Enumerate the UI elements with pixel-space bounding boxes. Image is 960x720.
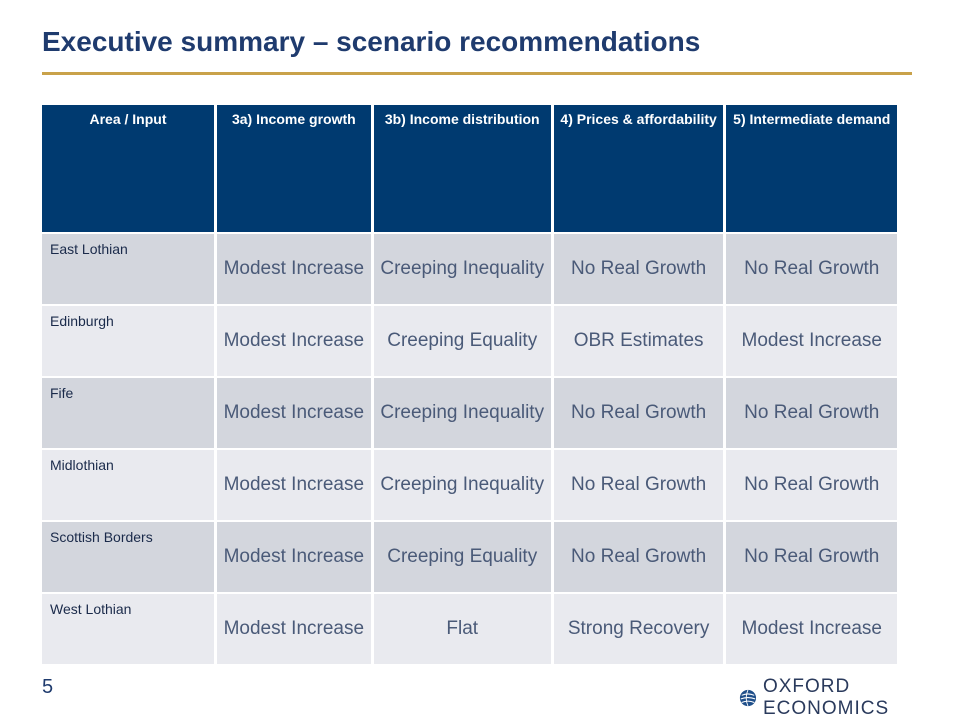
column-header-intermediate-demand: 5) Intermediate demand: [726, 105, 897, 232]
table-cell: No Real Growth: [726, 450, 897, 520]
table-cell: No Real Growth: [726, 522, 897, 592]
row-area-name: East Lothian: [42, 234, 214, 304]
table-header-row: Area / Input 3a) Income growth 3b) Incom…: [42, 105, 897, 232]
table-row: East Lothian Modest Increase Creeping In…: [42, 234, 897, 304]
table-cell: Modest Increase: [217, 378, 371, 448]
table-cell: Modest Increase: [217, 522, 371, 592]
column-header-income-growth: 3a) Income growth: [217, 105, 371, 232]
column-header-prices-affordability: 4) Prices & affordability: [553, 105, 724, 232]
column-header-income-distribution: 3b) Income distribution: [373, 105, 551, 232]
column-header-area: Area / Input: [42, 105, 214, 232]
table-cell: No Real Growth: [553, 234, 724, 304]
table-cell: Creeping Equality: [373, 522, 551, 592]
table-cell: No Real Growth: [726, 378, 897, 448]
page-number: 5: [42, 676, 54, 698]
table-row: Scottish Borders Modest Increase Creepin…: [42, 522, 897, 592]
table-cell: No Real Growth: [553, 522, 724, 592]
table-cell: OBR Estimates: [553, 306, 724, 376]
table-cell: Modest Increase: [217, 594, 371, 664]
table-cell: No Real Growth: [553, 450, 724, 520]
table-cell: Modest Increase: [217, 450, 371, 520]
row-area-name: Edinburgh: [42, 306, 214, 376]
table-cell: Modest Increase: [217, 306, 371, 376]
table-cell: Modest Increase: [726, 594, 897, 664]
row-area-name: West Lothian: [42, 594, 214, 664]
title-divider: [42, 72, 912, 75]
table-row: Edinburgh Modest Increase Creeping Equal…: [42, 306, 897, 376]
table-row: West Lothian Modest Increase Flat Strong…: [42, 594, 897, 664]
table-cell: No Real Growth: [726, 234, 897, 304]
table-cell: No Real Growth: [553, 378, 724, 448]
row-area-name: Scottish Borders: [42, 522, 214, 592]
table-row: Fife Modest Increase Creeping Inequality…: [42, 378, 897, 448]
table-cell: Flat: [373, 594, 551, 664]
row-area-name: Midlothian: [42, 450, 214, 520]
table-cell: Modest Increase: [726, 306, 897, 376]
row-area-name: Fife: [42, 378, 214, 448]
oxford-economics-logo: OXFORD ECONOMICS: [739, 676, 960, 720]
globe-icon: [739, 689, 757, 707]
table-cell: Creeping Equality: [373, 306, 551, 376]
logo-text: OXFORD ECONOMICS: [762, 676, 890, 719]
table-cell: Creeping Inequality: [373, 234, 551, 304]
table-row: Midlothian Modest Increase Creeping Ineq…: [42, 450, 897, 520]
page-title: Executive summary – scenario recommendat…: [42, 26, 701, 57]
scenario-table: Area / Input 3a) Income growth 3b) Incom…: [39, 103, 900, 666]
table-cell: Creeping Inequality: [373, 378, 551, 448]
table-cell: Creeping Inequality: [373, 450, 551, 520]
table-cell: Strong Recovery: [553, 594, 724, 664]
table-cell: Modest Increase: [217, 234, 371, 304]
